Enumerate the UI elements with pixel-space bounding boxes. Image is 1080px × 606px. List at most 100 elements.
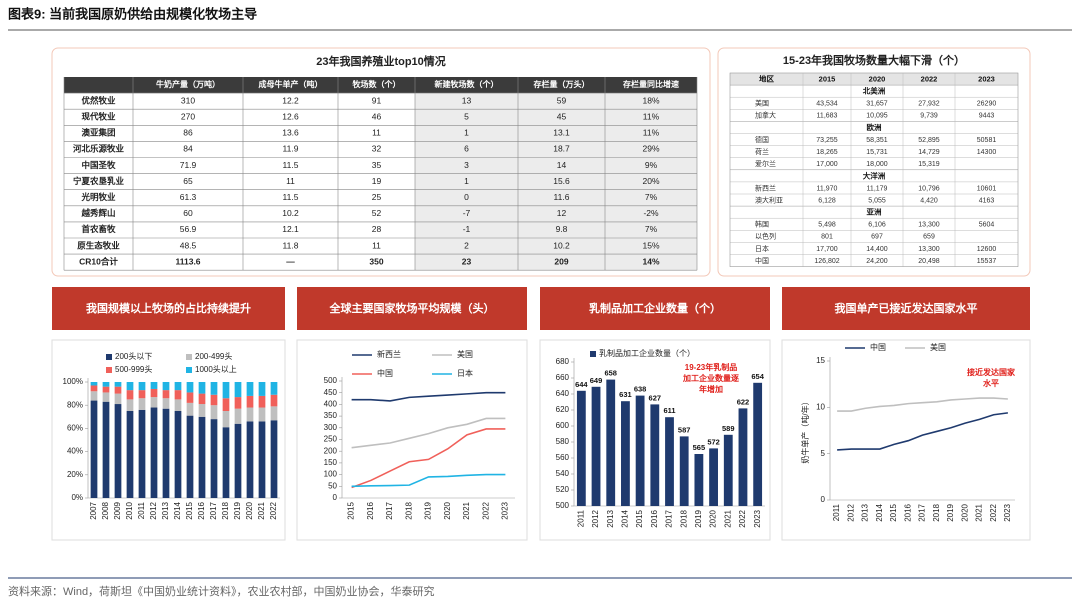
- table-cell: 10601: [977, 185, 997, 192]
- bar-segment: [234, 382, 242, 398]
- x-tick-label: 2019: [424, 501, 433, 519]
- table-frame: [729, 72, 1019, 267]
- table-cell: 12600: [977, 246, 997, 253]
- bar: [679, 436, 689, 506]
- bar-segment: [174, 411, 182, 498]
- bar-segment: [102, 382, 110, 387]
- bar-segment: [174, 390, 182, 400]
- bar-segment: [258, 407, 266, 422]
- table-cell: 7%: [645, 224, 658, 234]
- table-cell: 11: [286, 176, 295, 186]
- table-cell: 光明牧业: [80, 192, 116, 202]
- bar-segment: [114, 382, 122, 387]
- bar-segment: [126, 411, 134, 498]
- y-tick-label: 100%: [63, 377, 83, 386]
- y-tick-label: 350: [324, 411, 338, 420]
- table-cell: 荷兰: [755, 147, 769, 156]
- legend-label: 日本: [457, 368, 473, 378]
- bar-segment: [210, 419, 218, 498]
- table-cell: 697: [871, 234, 883, 241]
- table-cell: 15,731: [866, 149, 888, 156]
- table-cell: 优然牧业: [81, 95, 116, 105]
- x-tick-label: 2016: [903, 503, 912, 521]
- y-tick-label: 580: [556, 437, 570, 446]
- table-cell: 12: [557, 208, 567, 218]
- table-cell: 加拿大: [755, 111, 776, 120]
- table-cell: 11%: [643, 128, 660, 138]
- table-cell: 10,796: [918, 185, 940, 192]
- bar-segment: [246, 407, 254, 422]
- chart-title-bar: [297, 287, 527, 330]
- legend-label: 美国: [457, 349, 473, 359]
- data-label: 654: [751, 372, 764, 381]
- table-cell: 11,970: [817, 185, 838, 192]
- x-tick-label: 2019: [946, 503, 955, 521]
- table-cell: 61.3: [180, 192, 197, 202]
- legend-swatch: [106, 354, 112, 360]
- y-tick-label: 560: [556, 453, 570, 462]
- data-label: 572: [707, 437, 720, 446]
- x-tick-label: 2011: [137, 501, 146, 519]
- table-cell: 17,700: [816, 246, 838, 253]
- bar-segment: [102, 386, 110, 393]
- table-cell: 52: [372, 208, 382, 218]
- x-tick-label: 2014: [173, 501, 182, 519]
- x-tick-label: 2018: [404, 501, 413, 519]
- bar-segment: [90, 391, 98, 401]
- table-cell: 11%: [643, 112, 660, 122]
- y-tick-label: 60%: [67, 424, 83, 433]
- y-tick-label: 250: [324, 435, 338, 444]
- bar-segment: [234, 423, 242, 498]
- table-cell: 18%: [642, 95, 659, 105]
- x-tick-label: 2010: [125, 501, 134, 519]
- bar: [621, 401, 630, 506]
- table-cell: 270: [181, 112, 195, 122]
- bar-segment: [114, 404, 122, 498]
- bar-segment: [198, 404, 206, 417]
- table-cell: 17,000: [816, 161, 838, 168]
- bar: [753, 382, 763, 506]
- x-tick-label: 2016: [197, 501, 206, 519]
- bar-segment: [198, 393, 206, 405]
- legend-label: 中国: [870, 342, 886, 352]
- table-cell: -2%: [643, 208, 659, 218]
- x-tick-label: 2020: [245, 501, 254, 519]
- bar: [723, 434, 733, 506]
- table-header-cell: 新建牧场数（个）: [435, 79, 499, 89]
- table-cell: 中国: [755, 256, 769, 265]
- table-cell: 27,932: [918, 101, 940, 108]
- legend-label: 新西兰: [377, 349, 401, 359]
- bar-segment: [150, 397, 158, 408]
- table-cell: 澳亚集团: [81, 128, 115, 138]
- bar-segment: [210, 394, 218, 406]
- table-cell: 12.6: [282, 112, 299, 122]
- table-cell: 13.6: [282, 128, 299, 138]
- bar-segment: [162, 390, 170, 399]
- table-cell: 美国: [755, 99, 769, 108]
- table-cell: 45: [557, 112, 567, 122]
- x-tick-label: 2011: [832, 503, 841, 521]
- data-label: 611: [663, 406, 675, 415]
- table-cell: 10.2: [282, 208, 299, 218]
- table-cell: 13,300: [918, 222, 940, 229]
- table-cell: 11: [372, 240, 381, 250]
- table-header-cell: 牧场数（个）: [353, 79, 401, 89]
- table-cell: 2: [464, 240, 469, 250]
- x-tick-label: 2022: [481, 501, 490, 519]
- x-tick-label: 2016: [366, 501, 375, 519]
- table-cell: 5604: [979, 222, 995, 229]
- x-tick-label: 2017: [385, 501, 394, 519]
- bar-segment: [222, 398, 230, 411]
- table-cell: 24,200: [866, 258, 888, 265]
- table-cell: 澳大利亚: [755, 195, 783, 204]
- x-tick-label: 2007: [89, 501, 98, 519]
- x-tick-label: 2012: [846, 503, 855, 521]
- legend-label: 200头以下: [115, 351, 152, 361]
- legend-label: 美国: [930, 342, 946, 352]
- y-tick-label: 400: [324, 400, 338, 409]
- x-tick-label: 2018: [221, 501, 230, 519]
- table-cell: CR10合计: [79, 256, 118, 266]
- bar-segment: [150, 388, 158, 398]
- bar-segment: [90, 382, 98, 386]
